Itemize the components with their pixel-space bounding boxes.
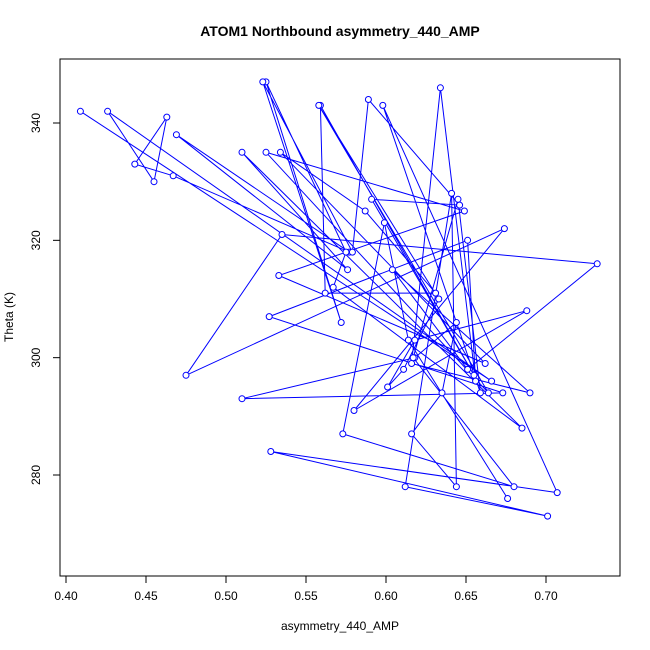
data-point <box>411 336 419 344</box>
data-point <box>448 189 456 197</box>
x-tick-label: 0.65 <box>454 589 478 603</box>
data-point <box>476 389 484 397</box>
y-axis-label: Theta (K) <box>2 292 16 342</box>
data-point <box>456 201 464 209</box>
data-point <box>553 489 561 497</box>
data-point <box>404 336 412 344</box>
y-tick-label: 340 <box>29 113 43 133</box>
data-point <box>384 383 392 391</box>
data-point <box>593 260 601 268</box>
data-point <box>380 219 388 227</box>
data-point <box>408 360 416 367</box>
chart-title: ATOM1 Northbound asymmetry_440_AMP <box>200 23 480 39</box>
data-point <box>400 365 408 373</box>
data-point <box>169 172 177 180</box>
data-point <box>172 131 180 139</box>
data-point <box>464 365 472 373</box>
data-point <box>452 483 460 491</box>
data-point <box>526 389 534 397</box>
data-point <box>408 430 416 438</box>
data-point <box>238 148 246 156</box>
data-point <box>275 272 283 279</box>
series-layer <box>76 78 601 520</box>
data-point <box>278 231 286 238</box>
data-point <box>267 448 275 455</box>
data-point <box>344 266 352 274</box>
data-point <box>76 107 84 115</box>
data-point <box>262 148 270 156</box>
data-point <box>265 313 273 321</box>
data-point <box>276 148 284 156</box>
data-point <box>315 101 323 109</box>
x-tick-label: 0.55 <box>294 589 318 603</box>
x-tick-label: 0.60 <box>374 589 398 603</box>
data-point <box>163 113 171 121</box>
data-point <box>104 107 112 115</box>
data-point <box>504 495 512 502</box>
x-axis-label: asymmetry_440_AMP <box>281 619 399 633</box>
x-tick-label: 0.70 <box>534 589 558 603</box>
data-point <box>238 395 246 403</box>
data-point <box>435 295 443 303</box>
data-point <box>488 377 496 385</box>
x-tick-label: 0.40 <box>54 589 78 603</box>
data-point <box>350 407 358 414</box>
data-point <box>150 178 158 186</box>
data-point <box>368 195 376 203</box>
data-point <box>348 248 356 256</box>
data-point <box>342 248 350 256</box>
data-point <box>452 319 460 326</box>
data-point <box>470 371 478 379</box>
data-point <box>500 225 508 233</box>
x-tick-label: 0.45 <box>134 589 158 603</box>
x-axis: 0.40 0.45 0.50 0.55 0.60 0.65 0.70 <box>54 575 558 603</box>
data-point <box>379 101 387 109</box>
y-tick-label: 280 <box>29 465 43 485</box>
data-point <box>337 319 345 326</box>
y-axis: 280 300 320 340 <box>29 113 61 485</box>
data-point <box>518 424 526 432</box>
data-point <box>131 160 139 168</box>
data-point <box>364 96 372 103</box>
data-point <box>329 283 337 291</box>
data-point <box>523 307 531 315</box>
x-tick-label: 0.50 <box>214 589 238 603</box>
data-point <box>259 78 267 86</box>
data-point <box>401 483 409 491</box>
data-point <box>454 195 462 203</box>
data-point <box>464 236 472 244</box>
data-point <box>499 389 507 397</box>
data-point <box>481 360 489 367</box>
data-point <box>409 354 417 362</box>
y-tick-label: 320 <box>29 230 43 250</box>
data-point <box>510 483 518 491</box>
data-point <box>321 289 329 297</box>
data-point <box>388 266 396 274</box>
y-tick-label: 300 <box>29 347 43 367</box>
data-point <box>472 377 480 385</box>
data-point <box>436 84 444 92</box>
series-line <box>80 81 599 517</box>
data-point <box>484 389 492 397</box>
data-point <box>361 207 369 215</box>
data-point <box>460 207 468 215</box>
data-point <box>339 430 347 438</box>
data-point <box>544 512 552 520</box>
data-point <box>438 389 446 397</box>
data-point <box>182 371 190 379</box>
data-point <box>432 289 440 297</box>
